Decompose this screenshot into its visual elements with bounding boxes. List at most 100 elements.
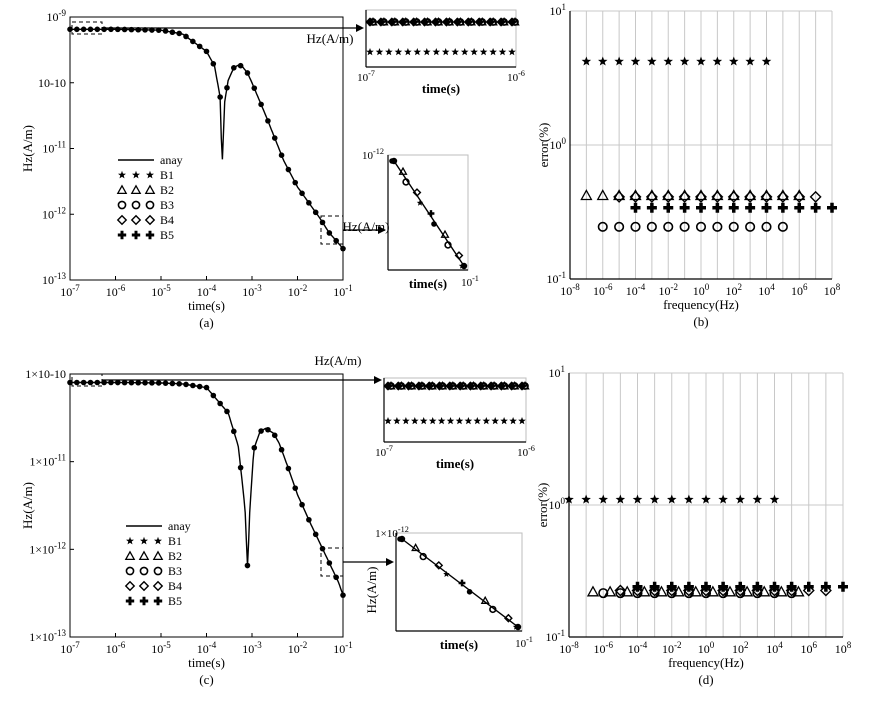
inset-marker — [464, 18, 472, 26]
inset-y-tick: 10-12 — [362, 147, 384, 162]
legend-label-b1: B1 — [168, 534, 182, 548]
inset-marker — [394, 382, 402, 390]
data-point — [237, 464, 244, 471]
inset-marker-b1 — [375, 48, 384, 56]
data-point-b4 — [682, 584, 695, 597]
data-point-b3 — [712, 221, 723, 232]
data-point — [258, 101, 264, 108]
x-tick-label: 108 — [824, 282, 841, 298]
data-point — [176, 30, 182, 37]
inset-x-label: time(s) — [440, 637, 478, 652]
y-axis-label: error(%) — [535, 483, 550, 528]
data-point-b5 — [663, 202, 674, 213]
data-point — [231, 428, 237, 435]
y-tick-label: 10-1 — [547, 270, 567, 286]
data-point — [237, 62, 244, 69]
inset-marker — [504, 613, 513, 623]
data-point — [203, 48, 210, 55]
data-point-b1 — [769, 494, 780, 504]
x-tick-label: 10-3 — [242, 640, 262, 656]
legend-marker-b3 — [145, 200, 155, 210]
plot-frame-a — [69, 16, 344, 281]
data-point-b1 — [564, 494, 574, 504]
data-point — [265, 426, 271, 433]
arrow-head — [378, 226, 386, 234]
data-point-b4 — [727, 190, 740, 203]
y-tick-label: 10-11 — [42, 140, 66, 156]
inset-marker — [366, 18, 374, 26]
data-point-b4 — [744, 190, 757, 203]
data-point — [67, 26, 73, 33]
inset-marker-b1 — [470, 48, 478, 56]
series-line-anay — [70, 381, 344, 596]
inset-y-tick: 1×10-12 — [375, 525, 409, 540]
inset-marker — [398, 166, 408, 175]
inset-marker-b1 — [423, 48, 431, 56]
data-point — [74, 379, 80, 386]
data-point-b3 — [728, 221, 739, 232]
inset-marker — [456, 382, 464, 390]
legend-marker-b5 — [125, 596, 135, 606]
data-point-b1 — [581, 494, 591, 504]
data-point-b1 — [667, 494, 677, 504]
data-point-b4 — [631, 584, 644, 597]
data-point-b1 — [679, 56, 690, 66]
arrow-head — [386, 558, 394, 566]
data-point — [231, 65, 237, 71]
x-tick-label: 102 — [726, 282, 743, 298]
inset-marker — [453, 18, 461, 26]
x-tick-label: 10-6 — [106, 283, 126, 299]
data-point-b1 — [696, 56, 706, 66]
x-tick-label: 10-6 — [594, 640, 614, 656]
data-point-b2 — [580, 189, 593, 201]
data-point-b5 — [646, 202, 657, 213]
data-point-b1 — [630, 56, 641, 66]
data-point — [306, 516, 312, 523]
inset-marker — [435, 382, 444, 390]
data-point — [278, 446, 285, 453]
data-point-b5 — [735, 581, 746, 592]
legend-label-b4: B4 — [168, 579, 182, 593]
data-point-b1 — [615, 494, 626, 504]
data-point-b5 — [649, 581, 660, 592]
inset-y-label: Hz(A/m) — [315, 353, 362, 368]
inset-marker — [427, 210, 435, 217]
inset-x-tick: 10-6 — [507, 69, 525, 84]
data-point — [333, 237, 339, 244]
data-point-b5 — [745, 202, 756, 213]
data-point-b5 — [701, 581, 711, 592]
legend-label-b3: B3 — [160, 198, 174, 212]
inset-marker-b1 — [402, 417, 410, 425]
data-point — [155, 380, 162, 386]
inset-marker-b1 — [479, 48, 488, 56]
x-tick-label: 10-1 — [333, 283, 353, 299]
data-point — [121, 379, 128, 386]
x-axis-label: frequency(Hz) — [663, 297, 739, 312]
data-point — [299, 190, 305, 197]
data-point-b1 — [752, 494, 763, 504]
data-point — [210, 392, 217, 399]
data-point-b5 — [827, 202, 837, 213]
data-point-b3 — [597, 221, 608, 232]
x-tick-label: 10-4 — [197, 640, 217, 656]
data-point — [285, 166, 292, 173]
data-point — [190, 38, 196, 45]
inset-marker-b1 — [428, 417, 437, 425]
inset-marker-b1 — [404, 48, 412, 56]
inset-marker — [405, 382, 413, 390]
data-point — [155, 27, 162, 33]
inset-marker — [390, 157, 398, 165]
inset-marker — [508, 382, 516, 390]
legend-marker-b4 — [138, 580, 150, 592]
data-point-b1 — [649, 494, 660, 504]
data-point-b4 — [700, 584, 712, 597]
inset-marker-b1 — [411, 417, 419, 425]
inset-marker-b1 — [446, 417, 455, 425]
data-point-b4 — [678, 190, 691, 203]
legend-marker-b4 — [130, 214, 142, 226]
data-point — [224, 408, 230, 415]
data-point-b4 — [802, 584, 815, 597]
data-point-b5 — [803, 581, 814, 592]
data-point-b3 — [777, 221, 788, 232]
